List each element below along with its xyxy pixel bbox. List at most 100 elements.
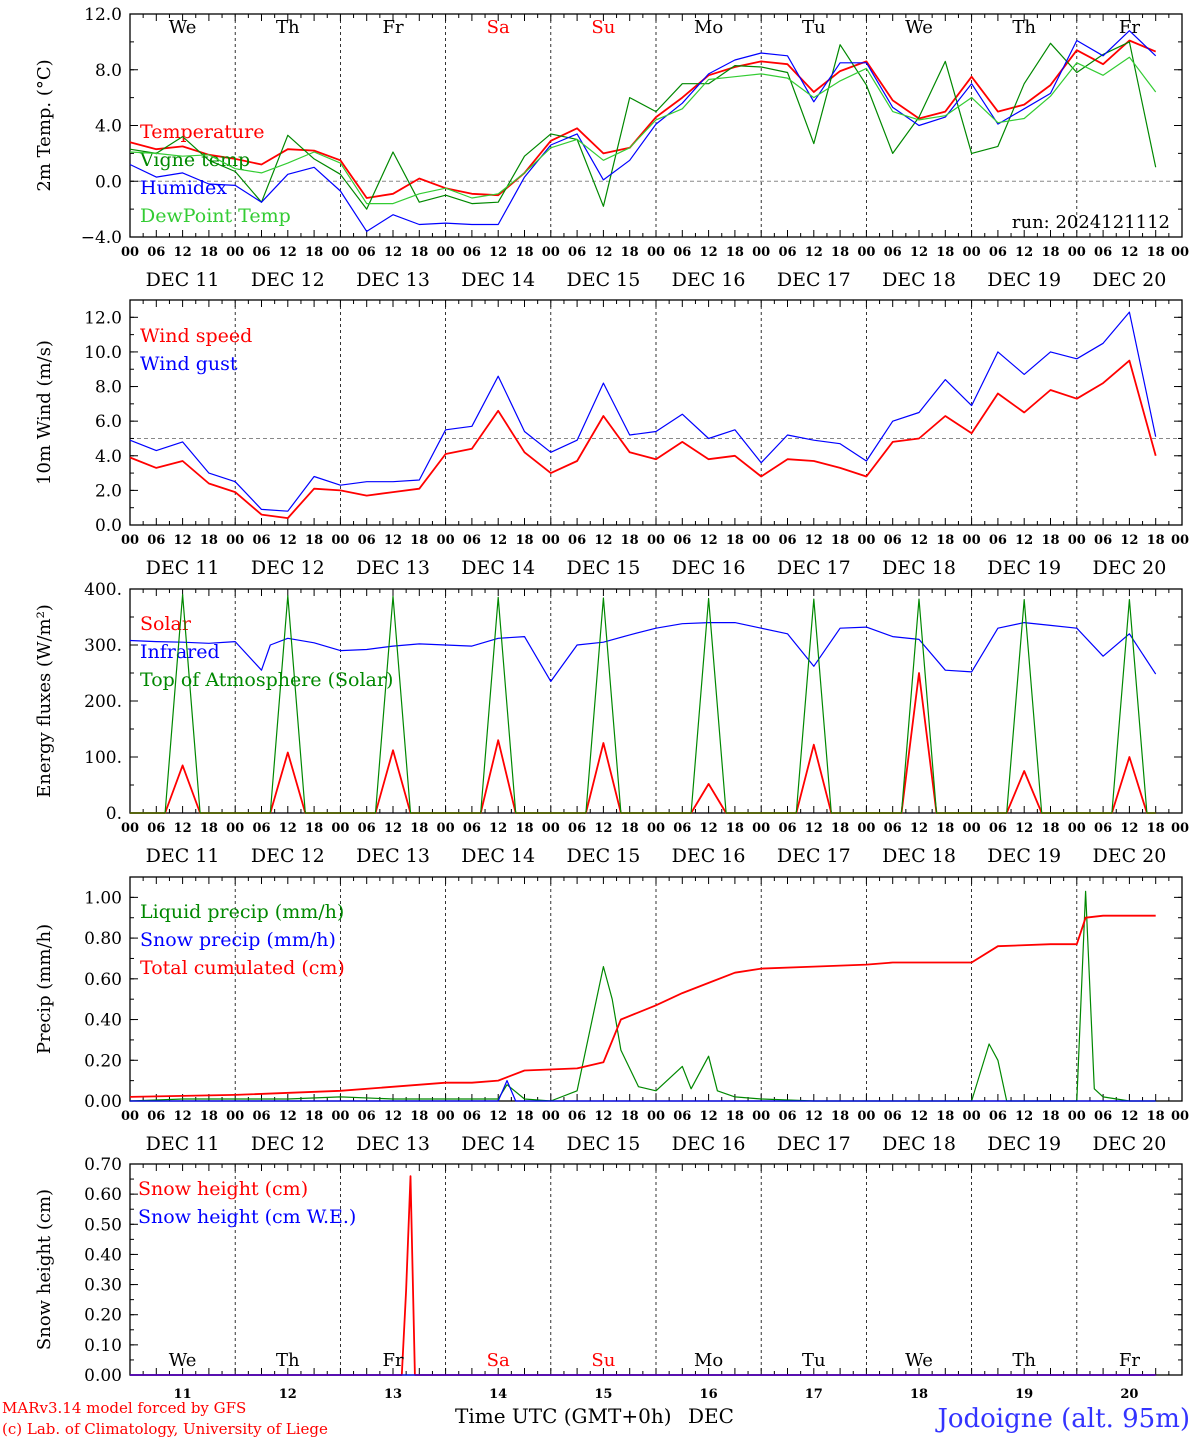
hour-tick-label: 00 — [752, 533, 770, 548]
hour-tick-label: 12 — [1015, 821, 1033, 836]
hour-tick-label: 12 — [384, 821, 402, 836]
station-name: Jodoigne (alt. 95m) — [934, 1404, 1190, 1434]
y-axis-label: Snow height (cm) — [34, 1189, 55, 1350]
hour-tick-label: 06 — [568, 533, 586, 548]
hour-tick-label: 18 — [515, 1109, 533, 1124]
hour-tick-label: 00 — [857, 1109, 875, 1124]
hour-tick-label: 18 — [305, 245, 323, 260]
y-tick-label: 0.0 — [95, 516, 122, 536]
hour-tick-label: 12 — [1120, 821, 1138, 836]
y-tick-label: 12.0 — [84, 5, 122, 25]
hour-tick-label: 18 — [305, 1109, 323, 1124]
panel-4: 1.00 0.80 0.60 0.40 0.20 0.00 Precip (mm/h) Liq… — [34, 876, 1189, 1155]
y-axis-label: 2m Temp. (°C) — [34, 59, 55, 191]
hour-tick-label: 00 — [647, 245, 665, 260]
panel-5: 0.70 0.60 0.50 0.40 0.30 0.20 0.10 0.00 Snow hei… — [34, 1155, 1183, 1402]
date-label: DEC 17 — [777, 557, 851, 579]
day-number: 11 — [174, 1387, 192, 1402]
hour-tick-label: 12 — [805, 245, 823, 260]
hour-tick-label: 12 — [805, 1109, 823, 1124]
y-tick-label: 0.50 — [84, 1215, 122, 1235]
hour-tick-label: 12 — [594, 1109, 612, 1124]
hour-tick-label: 06 — [673, 533, 691, 548]
hour-tick-label: 12 — [1015, 1109, 1033, 1124]
y-tick-label: 8.0 — [95, 378, 122, 398]
hour-tick-label: 06 — [568, 821, 586, 836]
date-label: DEC 16 — [672, 1133, 746, 1155]
hour-tick-label: 12 — [1015, 245, 1033, 260]
y-tick-label: 10.0 — [84, 343, 122, 363]
date-label: DEC 18 — [882, 1133, 956, 1155]
hour-tick-label: 18 — [726, 1109, 744, 1124]
hour-tick-label: 18 — [515, 821, 533, 836]
hour-tick-label: 18 — [305, 821, 323, 836]
hour-tick-label: 06 — [778, 245, 796, 260]
day-letter: We — [905, 17, 933, 38]
hour-tick-label: 00 — [121, 245, 139, 260]
hour-tick-label: 18 — [831, 1109, 849, 1124]
y-tick-label: 0. — [106, 804, 122, 824]
date-label: DEC 19 — [987, 269, 1061, 291]
panel-3: 400. 300. 200. 100. 0. Energy fluxes (W/m²) So… — [34, 580, 1189, 867]
model-credit: MARv3.14 model forced by GFS — [2, 1399, 246, 1417]
hour-tick-label: 06 — [989, 533, 1007, 548]
hour-tick-label: 12 — [174, 533, 192, 548]
legend-entry: Top of Atmosphere (Solar) — [140, 669, 393, 691]
hour-tick-label: 06 — [989, 245, 1007, 260]
day-letter: Th — [276, 1350, 300, 1371]
date-label: DEC 20 — [1092, 557, 1166, 579]
hour-tick-label: 12 — [805, 821, 823, 836]
hour-tick-label: 18 — [410, 1109, 428, 1124]
hour-tick-label: 12 — [594, 245, 612, 260]
hour-tick-label: 12 — [174, 821, 192, 836]
hour-tick-label: 18 — [726, 821, 744, 836]
series-line-snow-precip-mm-h- — [130, 1079, 1156, 1102]
date-label: DEC 17 — [777, 1133, 851, 1155]
hour-tick-label: 06 — [147, 533, 165, 548]
hour-tick-label: 00 — [963, 533, 981, 548]
hour-tick-label: 00 — [752, 245, 770, 260]
hour-tick-label: 12 — [700, 245, 718, 260]
hour-tick-label: 06 — [673, 1109, 691, 1124]
hour-tick-label: 12 — [384, 1109, 402, 1124]
hour-tick-label: 12 — [910, 821, 928, 836]
series-line-infrared — [129, 621, 1157, 683]
day-letter: Sa — [487, 1350, 510, 1371]
hour-tick-label: 12 — [1120, 1109, 1138, 1124]
y-tick-label: 300. — [84, 636, 122, 656]
hour-tick-label: 06 — [568, 245, 586, 260]
hour-tick-label: 00 — [963, 245, 981, 260]
y-tick-label: 0.30 — [84, 1276, 122, 1296]
date-label: DEC 18 — [882, 557, 956, 579]
y-tick-label: 0.40 — [84, 1245, 122, 1265]
y-axis-label: Precip (mm/h) — [34, 924, 55, 1054]
date-label: DEC 16 — [672, 557, 746, 579]
hour-tick-label: 12 — [700, 821, 718, 836]
hour-tick-label: 00 — [752, 821, 770, 836]
date-label: DEC 11 — [146, 269, 220, 291]
date-label: DEC 20 — [1092, 269, 1166, 291]
date-label: DEC 11 — [146, 1133, 220, 1155]
date-label: DEC 12 — [251, 269, 325, 291]
hour-tick-label: 06 — [884, 245, 902, 260]
y-tick-label: 0.0 — [95, 172, 122, 192]
hour-tick-label: 06 — [252, 1109, 270, 1124]
legend-entry: Snow precip (mm/h) — [140, 929, 336, 951]
hour-tick-label: 12 — [700, 1109, 718, 1124]
date-label: DEC 12 — [251, 557, 325, 579]
hour-tick-label: 06 — [568, 1109, 586, 1124]
day-letter: Tu — [802, 1350, 826, 1371]
hour-tick-label: 12 — [594, 533, 612, 548]
series-line-top-of-atmosphere-solar- — [130, 593, 1156, 814]
plot-frame — [129, 13, 1183, 238]
hour-tick-label: 06 — [358, 245, 376, 260]
hour-tick-label: 06 — [463, 533, 481, 548]
hour-tick-label: 18 — [1147, 821, 1165, 836]
date-label: DEC 20 — [1092, 845, 1166, 867]
day-letter: Sa — [487, 17, 510, 38]
day-letter: Th — [276, 17, 300, 38]
series-line-temperature — [129, 39, 1157, 199]
date-label: DEC 19 — [987, 1133, 1061, 1155]
panel-2: 12.0 10.0 8.0 6.0 4.0 2.0 0.0 10m Wind (m/s) Win… — [34, 299, 1189, 579]
hour-tick-label: 12 — [174, 245, 192, 260]
